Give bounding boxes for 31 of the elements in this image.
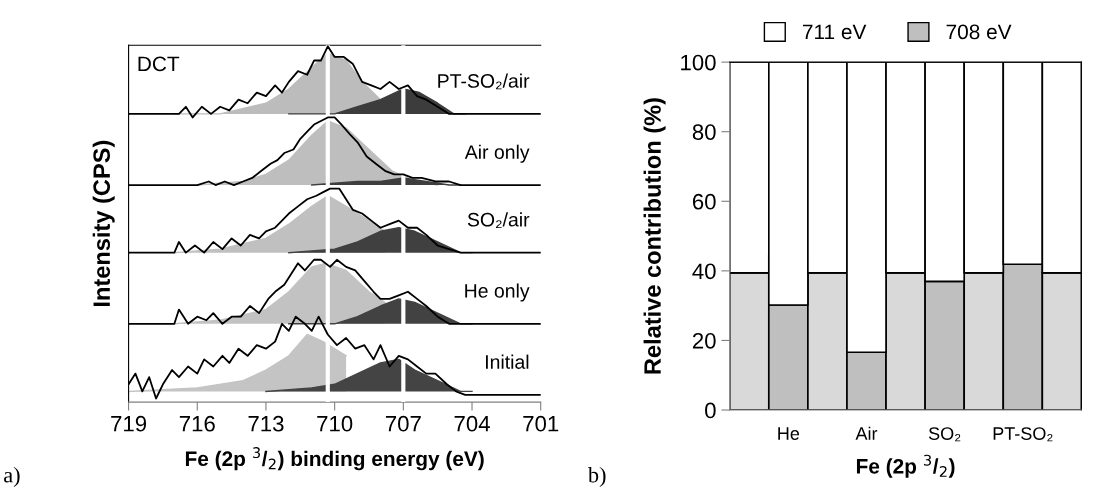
x-tick-label: 701 [523,415,559,432]
series-label: PT-SO₂/air [438,73,530,90]
legend-label: 711 eV [802,24,867,40]
x-tick-label: Air [855,426,878,440]
y-tick-label: 40 [692,263,716,280]
x-tick-label: 710 [317,415,353,432]
y-tick-label: 80 [692,124,716,140]
series-label: He only [465,283,530,302]
x-tick-label: 707 [385,415,421,432]
x-tick-label: He [778,427,800,440]
x-tick-label: PT-SO₂ [993,427,1053,442]
x-tick-label: 716 [179,415,215,432]
text: a) [4,466,20,488]
y-tick-label: 100 [681,54,716,71]
y-tick-label: 0 [705,402,716,419]
y-tick-label: 60 [692,193,716,210]
x-tick-label: 704 [454,415,490,432]
annotation: DCT [138,56,180,72]
y-axis-title: Intensity (CPS) [92,140,115,307]
y-axis-title: Relative contribution (%) [643,98,666,374]
legend-label: 708 eV [946,24,1012,40]
x-axis-title: Fe (2p $^{3}$/$_{2}$) [856,454,955,478]
text: b) [587,466,606,488]
x-tick-label: SO₂ [928,427,961,442]
y-tick-label: 20 [692,332,716,349]
series-label: Air only [464,144,530,163]
x-tick-label: 719 [111,415,147,432]
series-label: SO₂/air [467,212,530,229]
x-tick-label: 713 [248,415,284,432]
x-axis-title: Fe (2p $^{3}$/$_{2}$) binding energy (eV) [185,447,484,471]
series-label: Initial [486,354,529,369]
